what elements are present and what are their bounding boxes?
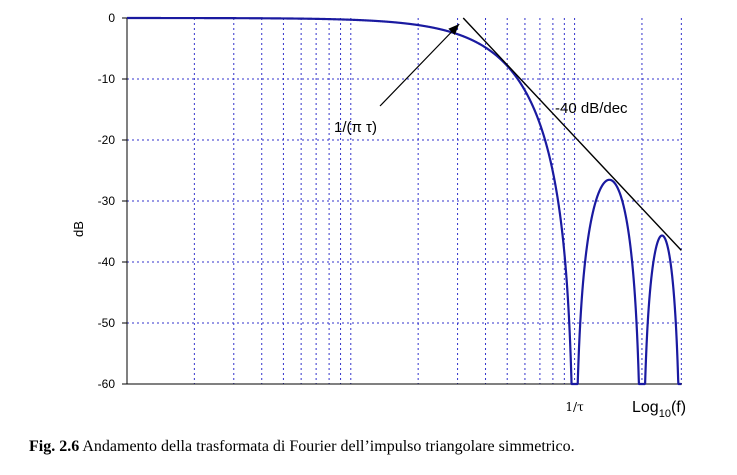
series-line-sinc-squared xyxy=(126,16,683,386)
y-tick-label: -30 xyxy=(98,194,116,208)
y-tick-labels: 0 -10 -20 -30 -40 -50 -60 xyxy=(98,11,127,391)
annotation-arrow-head xyxy=(448,24,460,36)
annotation-slope: -40 dB/dec xyxy=(555,100,628,117)
figure-caption: Fig. 2.6 Andamento della trasformata di … xyxy=(29,438,729,456)
series-line-asymptote xyxy=(462,17,682,251)
x-axis-label: Log10(f) xyxy=(632,399,686,420)
caption-label: Fig. 2.6 xyxy=(29,438,80,455)
y-tick-label: -60 xyxy=(98,377,116,391)
annotation-arrow xyxy=(379,23,460,107)
x-tick-labels: 1/τ xyxy=(565,400,584,414)
x-axis-label-arg: (f) xyxy=(671,399,686,416)
y-axis-label: dB xyxy=(71,221,86,237)
caption-text: Andamento della trasformata di Fourier d… xyxy=(79,438,575,455)
y-tick-label: -20 xyxy=(98,133,116,147)
chart: 0 -10 -20 -30 -40 -50 -60 1/τ 1/(π τ) -40 dB/d… xyxy=(71,11,686,420)
x-axis-label-base: Log xyxy=(632,399,659,416)
x-axis-label-subscript: 10 xyxy=(659,408,671,420)
y-tick-label: -50 xyxy=(98,316,116,330)
y-tick-label: -10 xyxy=(98,72,116,86)
y-tick-label: -40 xyxy=(98,255,116,269)
annotation-corner-frequency: 1/(π τ) xyxy=(334,119,377,136)
x-tick-label: 1/τ xyxy=(565,400,584,414)
grid xyxy=(127,18,682,384)
y-tick-label: 0 xyxy=(108,11,115,25)
